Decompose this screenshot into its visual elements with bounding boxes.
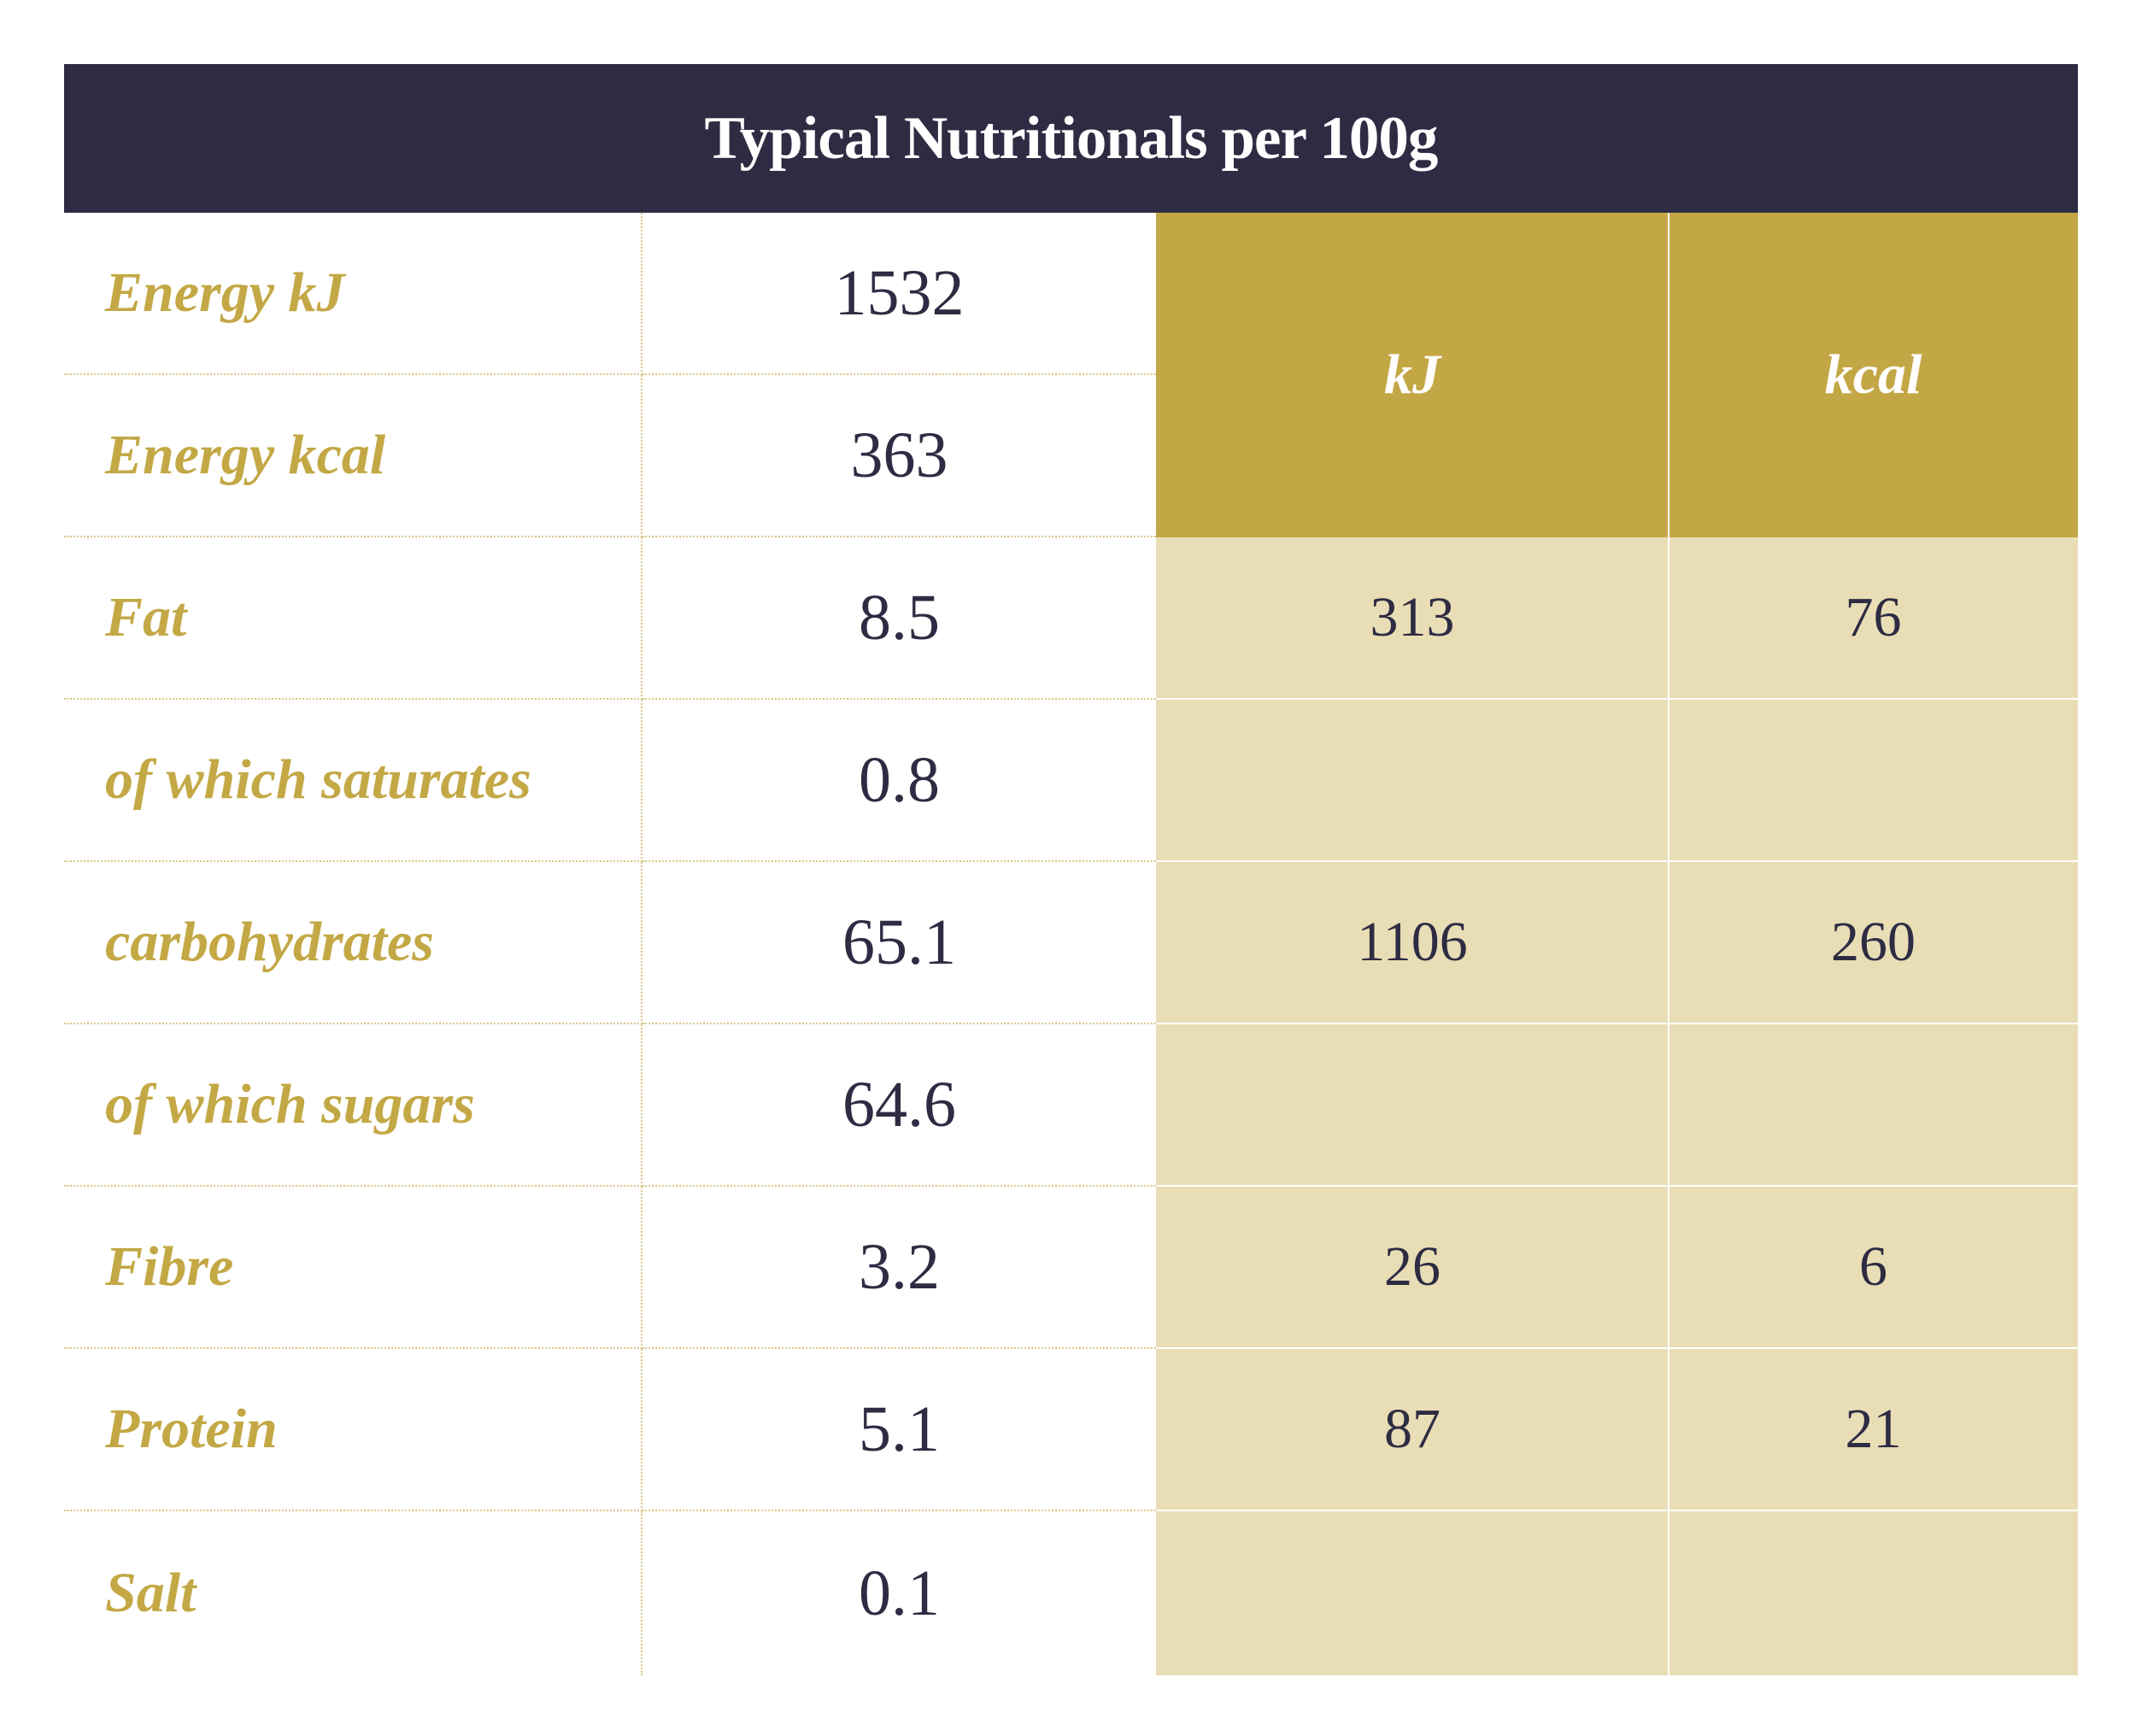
nutrition-table: Typical Nutritionals per 100g Energy kJ … [64, 64, 2078, 1675]
subheader-kcal: kcal [1669, 213, 2078, 537]
row-kcal: 76 [1669, 537, 2078, 700]
row-kcal: 6 [1669, 1187, 2078, 1349]
row-label: Energy kJ [64, 213, 643, 375]
row-kcal [1669, 700, 2078, 862]
row-label: Energy kcal [64, 375, 643, 537]
row-kj [1156, 700, 1669, 862]
row-kj: 87 [1156, 1349, 1669, 1511]
row-value: 65.1 [643, 862, 1156, 1024]
row-label: carbohydrates [64, 862, 643, 1024]
row-label: Fat [64, 537, 643, 700]
row-kcal [1669, 1511, 2078, 1675]
row-value: 5.1 [643, 1349, 1156, 1511]
subheader-kj: kJ [1156, 213, 1669, 537]
row-label: of which saturates [64, 700, 643, 862]
row-label: Salt [64, 1511, 643, 1675]
row-kcal: 260 [1669, 862, 2078, 1024]
row-value: 363 [643, 375, 1156, 537]
row-value: 3.2 [643, 1187, 1156, 1349]
row-value: 64.6 [643, 1024, 1156, 1187]
row-value: 1532 [643, 213, 1156, 375]
row-kj [1156, 1024, 1669, 1187]
row-kj: 1106 [1156, 862, 1669, 1024]
row-kj: 26 [1156, 1187, 1669, 1349]
row-kcal [1669, 1024, 2078, 1187]
row-label: Fibre [64, 1187, 643, 1349]
column-divider [1668, 213, 1669, 1675]
row-kj: 313 [1156, 537, 1669, 700]
row-value: 0.8 [643, 700, 1156, 862]
row-kj [1156, 1511, 1669, 1675]
row-kcal: 21 [1669, 1349, 2078, 1511]
row-label: of which sugars [64, 1024, 643, 1187]
row-value: 8.5 [643, 537, 1156, 700]
row-label: Protein [64, 1349, 643, 1511]
row-value: 0.1 [859, 1557, 940, 1629]
table-title: Typical Nutritionals per 100g [64, 64, 2078, 213]
